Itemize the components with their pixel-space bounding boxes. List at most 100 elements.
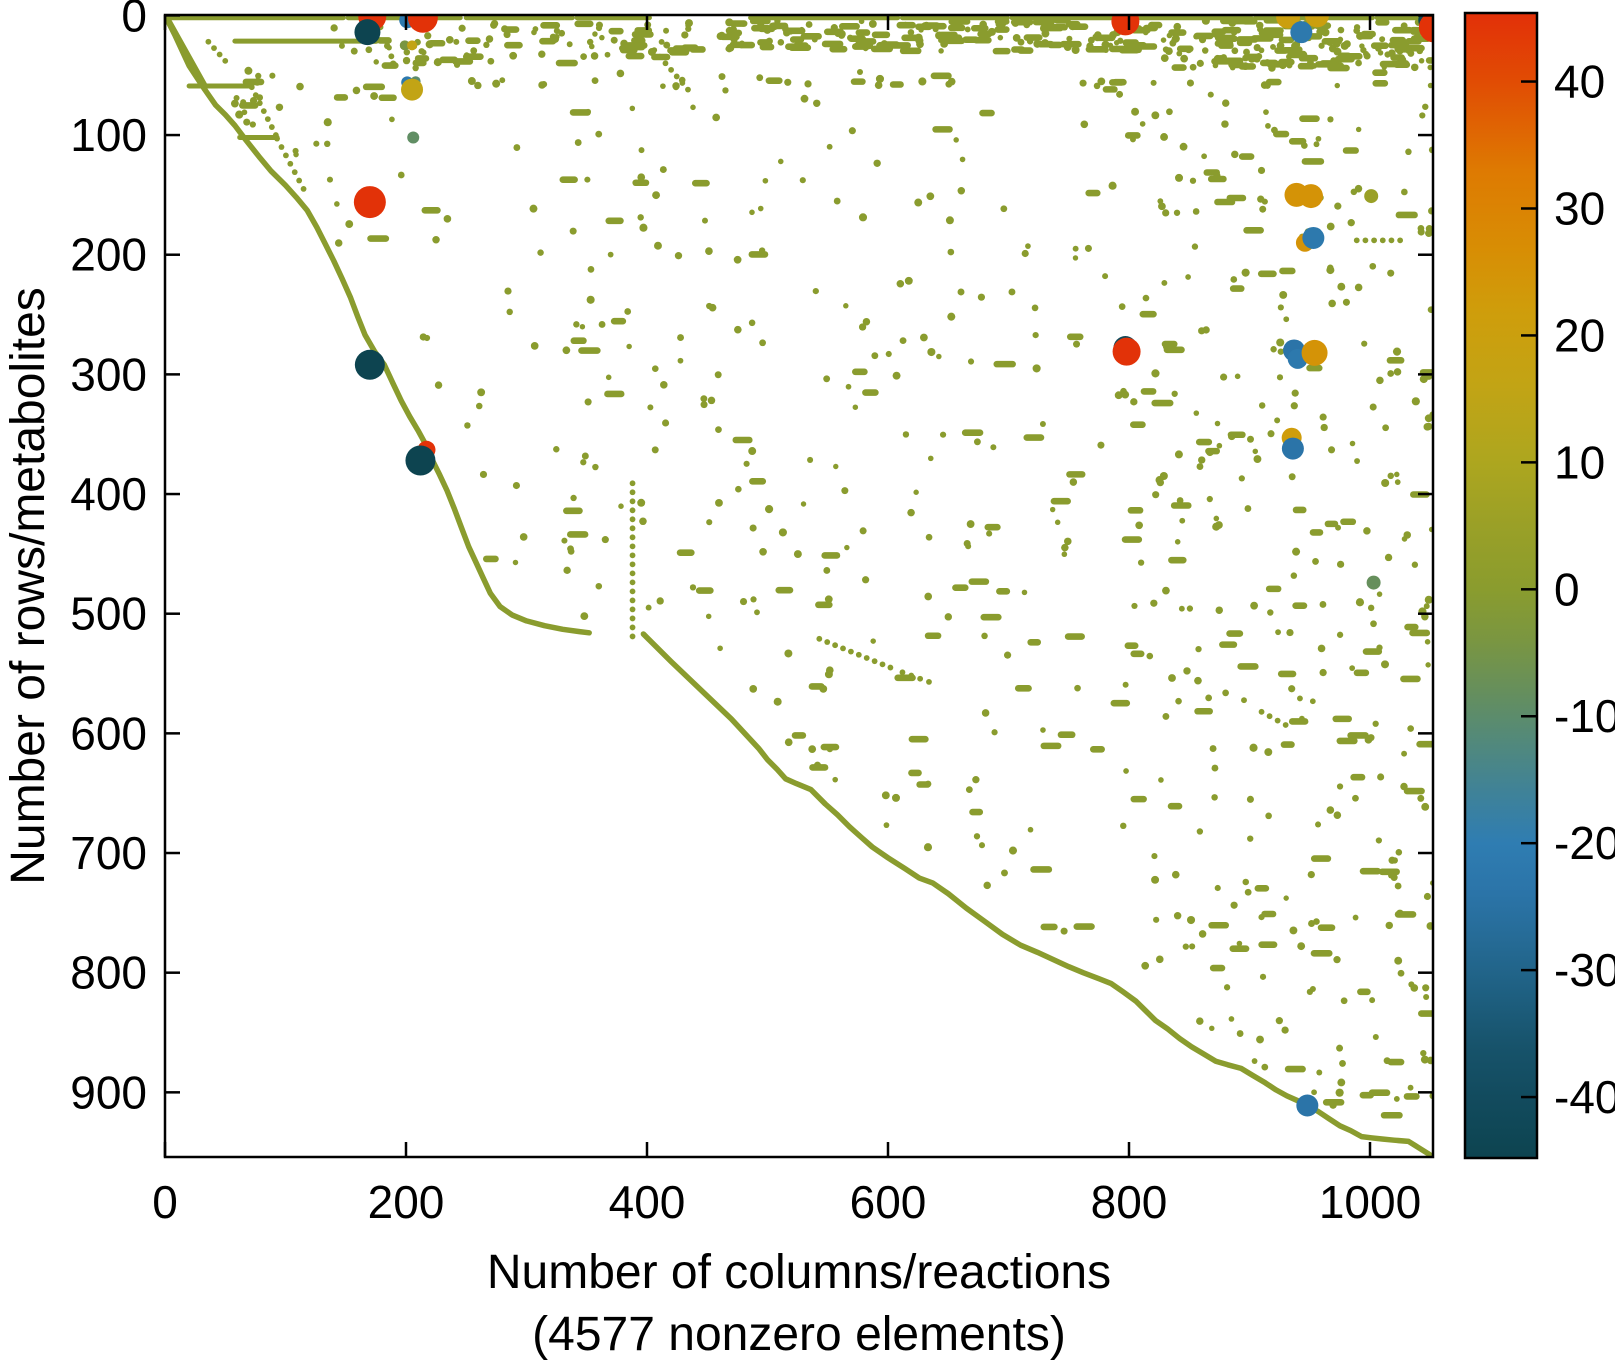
matrix-dot	[1221, 120, 1229, 128]
matrix-dot	[504, 287, 512, 295]
matrix-dot	[1337, 282, 1346, 291]
matrix-dot	[1264, 748, 1273, 757]
matrix-dot	[1311, 1089, 1317, 1096]
matrix-dot	[323, 118, 332, 127]
matrix-dot	[740, 20, 747, 27]
matrix-dot	[757, 205, 764, 212]
matrix-dot	[859, 527, 867, 535]
matrix-dot	[616, 69, 625, 78]
matrix-dot	[1270, 346, 1277, 353]
matrix-dot	[1276, 374, 1284, 381]
matrix-dot	[275, 103, 284, 112]
bubble-marker	[1111, 15, 1140, 36]
matrix-dot	[651, 446, 659, 454]
matrix-dot	[1421, 802, 1430, 811]
matrix-dot	[1394, 956, 1403, 965]
matrix-dot	[1308, 920, 1315, 927]
matrix-dot	[645, 604, 652, 611]
bubble-marker	[354, 349, 385, 380]
matrix-dot	[324, 140, 331, 148]
matrix-dot	[1277, 304, 1284, 311]
matrix-dot	[1120, 822, 1127, 830]
matrix-dot	[833, 197, 841, 205]
matrix-dot	[1175, 697, 1182, 705]
matrix-dot	[1153, 916, 1160, 923]
matrix-dot	[443, 215, 452, 223]
y-axis-tick-label: 700	[70, 827, 147, 879]
matrix-dot	[957, 187, 966, 195]
matrix-dot	[883, 822, 890, 829]
matrix-dot	[1201, 16, 1210, 25]
colorbar-tick-label: 0	[1554, 563, 1580, 615]
matrix-dot	[1230, 276, 1238, 283]
y-axis-tick-label: 600	[70, 707, 147, 759]
matrix-dot	[718, 73, 726, 81]
matrix-dot	[1347, 219, 1355, 227]
bubble-marker	[1301, 339, 1328, 366]
matrix-dot	[1025, 243, 1031, 249]
matrix-dot	[579, 324, 586, 330]
matrix-structure-dot	[222, 57, 229, 64]
matrix-dot	[660, 83, 666, 90]
matrix-dot	[1156, 955, 1164, 964]
matrix-dot	[1231, 47, 1239, 55]
matrix-structure-dot	[887, 664, 894, 671]
matrix-dot	[1054, 519, 1061, 526]
matrix-dot	[1326, 806, 1335, 814]
matrix-dot	[1151, 875, 1160, 884]
matrix-dot	[1227, 432, 1236, 441]
matrix-dot	[580, 612, 589, 621]
matrix-dot	[844, 544, 850, 551]
matrix-dot	[624, 308, 632, 315]
matrix-dot	[800, 94, 809, 103]
matrix-dot	[1182, 943, 1189, 950]
matrix-dot	[499, 77, 506, 84]
matrix-dot	[629, 105, 636, 112]
x-axis-subtitle: (4577 nonzero elements)	[532, 1308, 1066, 1361]
x-axis-tick-label: 800	[1091, 1176, 1168, 1228]
matrix-dot	[1377, 773, 1385, 781]
matrix-dot	[1289, 926, 1298, 935]
matrix-dot	[1193, 410, 1200, 416]
matrix-dot	[386, 44, 392, 51]
matrix-dot	[1424, 639, 1431, 645]
matrix-dot	[1168, 674, 1176, 682]
matrix-dot	[569, 227, 577, 235]
matrix-dot	[907, 508, 915, 517]
matrix-dot	[925, 533, 933, 541]
matrix-dot	[1160, 133, 1168, 141]
matrix-dot	[1281, 1026, 1289, 1034]
matrix-dot	[881, 791, 890, 800]
matrix-dot	[1255, 52, 1263, 60]
matrix-dot	[1315, 135, 1322, 142]
matrix-dot	[553, 446, 560, 453]
matrix-dot	[1423, 603, 1430, 610]
matrix-dot	[1354, 458, 1361, 464]
matrix-dot	[1336, 1044, 1344, 1052]
matrix-dot	[1161, 280, 1168, 286]
matrix-dot	[293, 151, 299, 158]
matrix-dot	[819, 685, 828, 693]
matrix-dot	[1258, 47, 1265, 54]
matrix-dot	[1223, 984, 1231, 991]
matrix-dot	[531, 29, 537, 36]
matrix-dot	[1185, 274, 1191, 280]
matrix-dot	[334, 239, 343, 247]
matrix-dot	[389, 60, 397, 68]
matrix-dot	[1033, 17, 1041, 25]
matrix-dot	[1173, 22, 1182, 31]
matrix-dot	[734, 325, 742, 334]
matrix-dot	[1288, 685, 1296, 693]
y-axis-tick-label: 300	[70, 348, 147, 400]
matrix-dot	[592, 463, 599, 471]
matrix-dot	[513, 144, 521, 151]
matrix-dot	[233, 95, 240, 102]
matrix-dot	[1265, 812, 1272, 820]
matrix-dot	[1424, 595, 1433, 604]
matrix-structure-dot	[1266, 713, 1273, 720]
matrix-structure-dot	[899, 669, 906, 676]
matrix-dot	[862, 45, 869, 52]
matrix-dot	[1252, 448, 1259, 455]
matrix-dot	[432, 235, 440, 244]
